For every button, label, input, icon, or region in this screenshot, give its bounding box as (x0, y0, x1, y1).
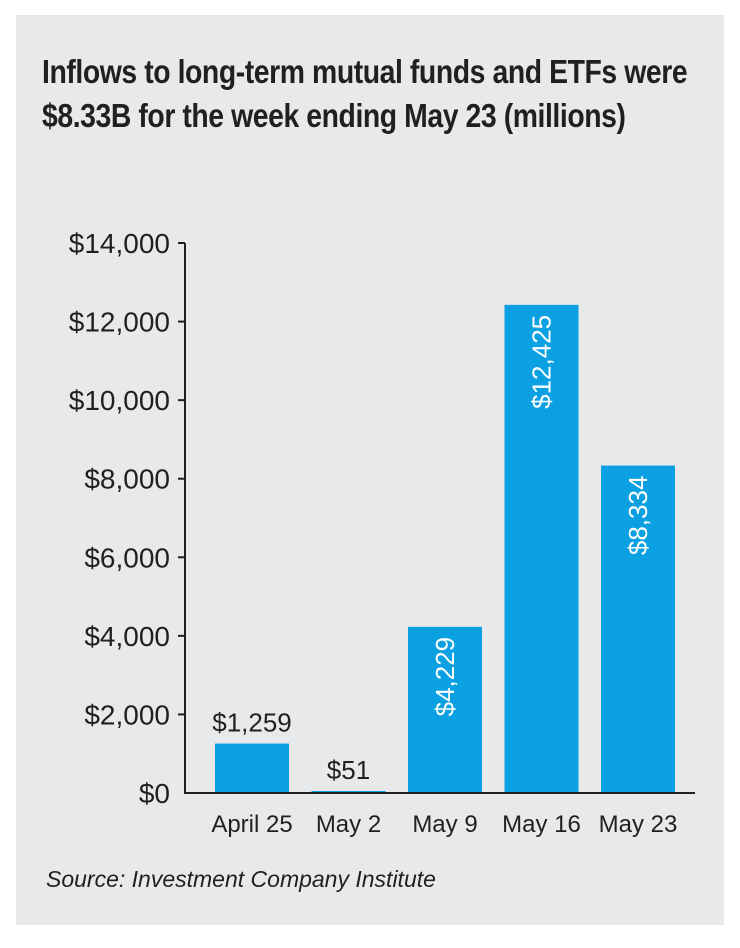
value-label: $12,425 (527, 315, 557, 409)
x-tick-label: April 25 (211, 811, 292, 838)
bar (215, 743, 289, 793)
y-tick-label: $0 (139, 778, 170, 809)
y-tick-label: $14,000 (69, 228, 170, 259)
y-tick-label: $6,000 (84, 542, 170, 573)
y-tick-label: $12,000 (69, 307, 170, 338)
chart-title: Inflows to long-term mutual funds and ET… (42, 53, 688, 134)
source-note: Source: Investment Company Institute (46, 866, 436, 892)
value-label: $51 (327, 755, 370, 785)
x-tick-label: May 9 (412, 811, 477, 838)
bar (504, 304, 579, 793)
value-label: $8,334 (623, 476, 653, 556)
x-tick-label: May 23 (599, 811, 678, 838)
y-tick-label: $4,000 (84, 621, 170, 652)
y-tick-label: $10,000 (69, 385, 170, 416)
value-label: $4,229 (430, 637, 460, 717)
x-tick-label: May 16 (502, 811, 581, 838)
y-tick-label: $2,000 (84, 699, 170, 730)
y-tick-label: $8,000 (84, 464, 170, 495)
bar (408, 626, 482, 793)
value-label: $1,259 (212, 708, 292, 738)
x-tick-label: May 2 (316, 811, 381, 838)
bar (601, 465, 675, 793)
